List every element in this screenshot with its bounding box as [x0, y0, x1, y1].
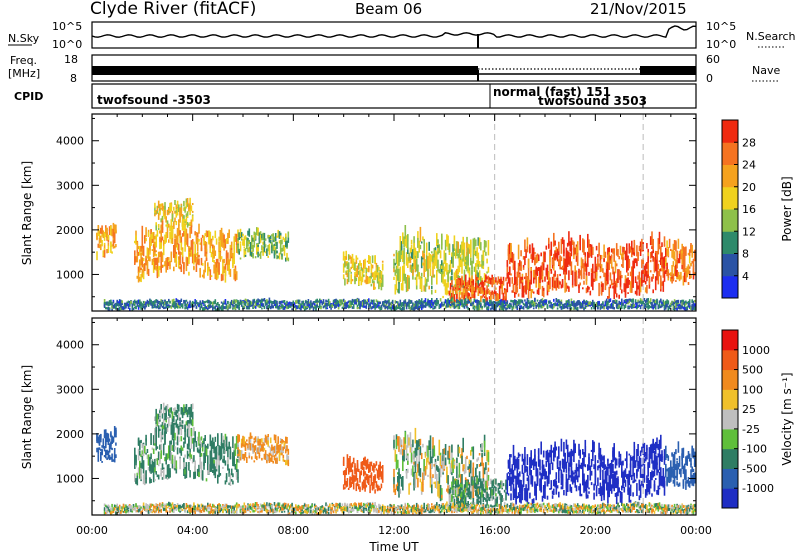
freq-label-line2: [MHz] — [8, 67, 40, 80]
noise-tick-top-left: 10^5 — [52, 20, 82, 33]
nave-tick-top: 60 — [706, 53, 720, 66]
nsky-label: N.Sky — [8, 32, 40, 45]
noise-tick-bottom-left: 10^0 — [52, 38, 82, 51]
power-panel: 1000 2000 3000 4000 Slant Range [km] — [20, 113, 697, 312]
velocity-scatter-region — [134, 423, 239, 486]
date-title: 21/Nov/2015 — [590, 0, 687, 18]
velocity-data-layer — [96, 402, 696, 515]
nsearch-label: N.Search — [746, 30, 796, 43]
y-tick-label: 3000 — [56, 179, 84, 192]
frequency-panel: Freq. [MHz] 18 8 60 0 Nave — [8, 53, 780, 85]
nave-tick-bottom: 0 — [706, 72, 713, 85]
freq-tick-top: 18 — [64, 53, 78, 66]
power-scatter-region — [96, 222, 117, 261]
cpid-entry-2: normal (fast) 151 — [493, 85, 611, 99]
station-title: Clyde River (fitACF) — [90, 0, 256, 19]
velocity-scatter-region — [342, 454, 384, 494]
freq-tick-bottom: 8 — [70, 72, 77, 85]
power-scatter-region — [342, 250, 384, 291]
nave-label: Nave — [752, 64, 780, 77]
velocity-scatter-region — [237, 432, 290, 467]
noise-panel: N.Sky 10^5 10^0 10^5 10^0 N.Search — [8, 20, 796, 51]
power-scatter-region — [506, 231, 666, 299]
noise-tick-bottom-right: 10^0 — [706, 38, 736, 51]
velocity-scatter-region — [393, 427, 490, 505]
y-tick-label: 4000 — [56, 135, 84, 148]
noise-search-trace — [91, 25, 697, 39]
y-tick-label: 2000 — [56, 224, 84, 237]
power-scatter-region — [134, 218, 239, 283]
noise-tick-top-right: 10^5 — [706, 20, 736, 33]
power-scatter-region — [664, 238, 696, 286]
y-tick-label: 1000 — [56, 268, 84, 281]
cpid-entry-3: twofsound 3503 — [538, 94, 647, 108]
beam-title: Beam 06 — [355, 0, 422, 18]
cpid-panel: CPID twofsound -3503 normal (fast) 151 t… — [14, 83, 697, 109]
power-scatter-region — [393, 225, 490, 300]
cpid-entry-1: twofsound -3503 — [97, 93, 211, 107]
freq-label-line1: Freq. — [10, 54, 37, 67]
power-scatter-region — [237, 227, 290, 262]
velocity-scatter-region — [96, 426, 117, 463]
power-y-axis-label: Slant Range [km] — [20, 161, 34, 265]
power-scatter-region — [103, 297, 696, 311]
cpid-label: CPID — [14, 90, 43, 103]
frequency-band — [92, 66, 696, 75]
power-data-layer — [96, 197, 696, 311]
